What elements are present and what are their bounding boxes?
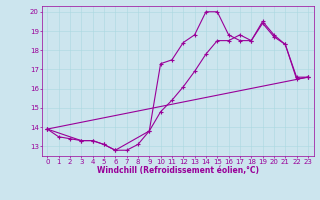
X-axis label: Windchill (Refroidissement éolien,°C): Windchill (Refroidissement éolien,°C) <box>97 166 259 175</box>
